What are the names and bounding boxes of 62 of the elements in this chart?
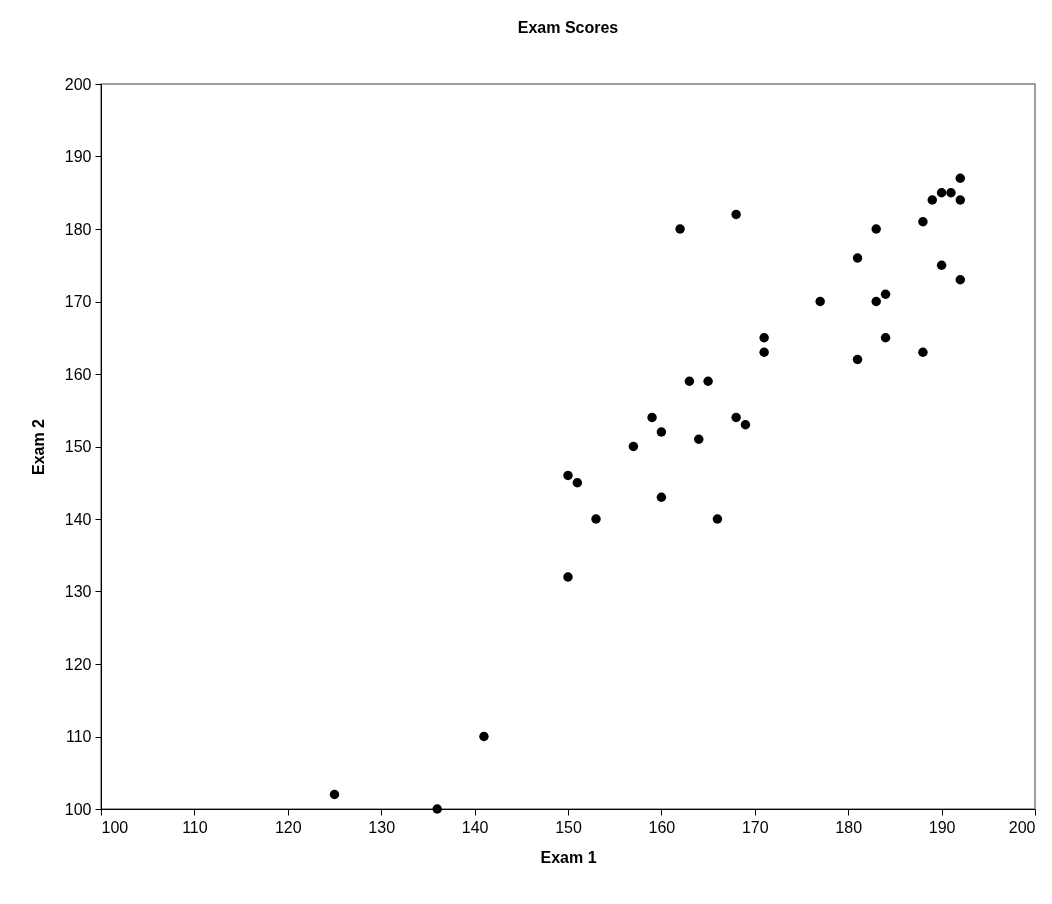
y-tick-label: 120 xyxy=(64,655,92,673)
y-axis-title: Exam 2 xyxy=(29,418,47,476)
x-tick-label: 190 xyxy=(928,818,956,836)
point xyxy=(647,412,657,423)
point xyxy=(563,572,573,582)
point xyxy=(880,333,891,343)
y-tick-label: 140 xyxy=(64,510,92,528)
point xyxy=(675,224,685,234)
y-tick-label: 130 xyxy=(64,583,92,600)
y-tick-label: 170 xyxy=(64,293,92,310)
point xyxy=(656,492,667,502)
point xyxy=(731,412,741,423)
point xyxy=(740,420,751,430)
point xyxy=(955,195,966,205)
point xyxy=(955,275,966,285)
point xyxy=(852,253,863,263)
point xyxy=(684,376,695,386)
point xyxy=(628,441,639,452)
x-axis-title: Exam 1 xyxy=(540,848,597,866)
chart-title: Exam Scores xyxy=(517,19,619,36)
y-tick-label: 190 xyxy=(64,148,92,165)
point xyxy=(656,427,667,437)
point xyxy=(927,195,937,205)
point xyxy=(871,224,881,234)
point xyxy=(432,804,442,814)
point xyxy=(712,514,723,524)
point xyxy=(329,789,340,800)
x-tick-label: 110 xyxy=(182,818,208,836)
point xyxy=(880,289,891,299)
point xyxy=(563,470,573,481)
y-tick-label: 160 xyxy=(64,365,92,383)
point xyxy=(759,333,769,343)
point xyxy=(918,347,928,357)
point xyxy=(703,376,713,386)
x-tick-label: 160 xyxy=(648,818,676,836)
y-tick-label: 200 xyxy=(64,75,92,93)
point xyxy=(572,478,583,488)
point xyxy=(815,296,825,307)
x-tick-label: 150 xyxy=(555,818,582,836)
point xyxy=(731,209,741,220)
point xyxy=(955,173,966,183)
point xyxy=(936,188,947,198)
x-tick-label: 120 xyxy=(274,818,302,836)
x-tick-label: 200 xyxy=(1008,818,1036,836)
point xyxy=(479,731,489,742)
point xyxy=(759,347,769,357)
x-tick-label: 180 xyxy=(835,818,863,836)
y-tick-label: 100 xyxy=(64,800,92,818)
x-tick-label: 140 xyxy=(461,818,489,836)
point xyxy=(852,354,863,365)
y-tick-label: 150 xyxy=(64,438,92,455)
x-tick-label: 170 xyxy=(741,818,769,836)
point xyxy=(871,296,881,307)
y-tick-label: 180 xyxy=(64,220,92,238)
x-tick-label: 100 xyxy=(101,818,129,836)
y-tick-label: 110 xyxy=(65,728,92,745)
point xyxy=(936,260,947,270)
point xyxy=(694,434,704,444)
x-tick-label: 130 xyxy=(368,818,396,836)
point xyxy=(591,514,601,524)
point xyxy=(918,217,928,227)
point xyxy=(946,188,956,198)
